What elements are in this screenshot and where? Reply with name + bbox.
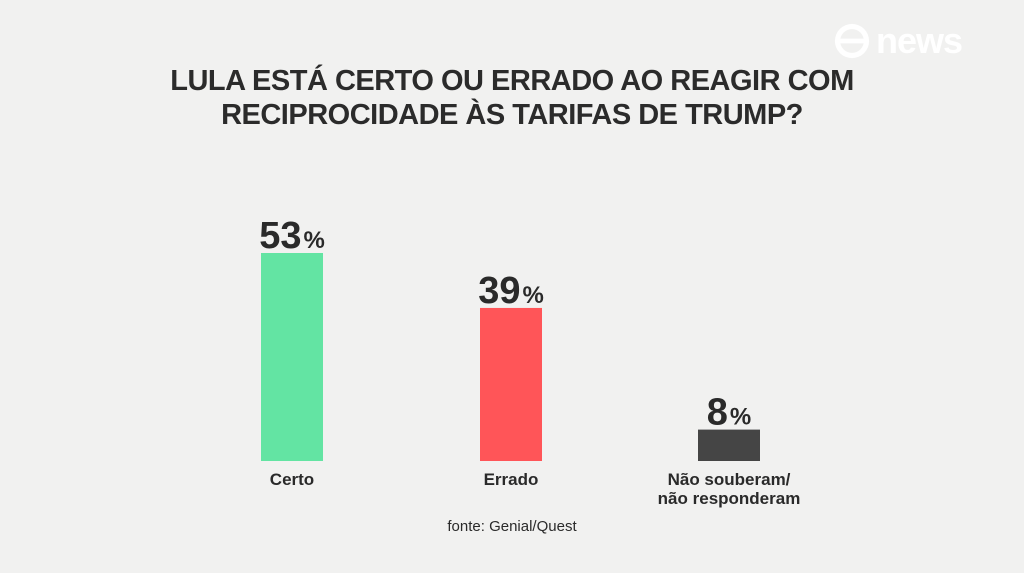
chart-title: LULA ESTÁ CERTO OU ERRADO AO REAGIR COM … — [0, 64, 1024, 132]
source-note: fonte: Genial/Quest — [447, 518, 577, 535]
chart-title-line-1: LULA ESTÁ CERTO OU ERRADO AO REAGIR COM — [170, 65, 854, 97]
category-label-1: Errado — [484, 470, 539, 489]
category-label-0: Certo — [270, 470, 314, 489]
value-label-2: 8% — [707, 392, 751, 434]
gnews-logo: news — [833, 20, 963, 61]
category-label-2-line-1: não responderam — [658, 489, 801, 508]
logo-wordmark: news — [875, 20, 963, 61]
globo-icon — [834, 23, 870, 59]
category-label-2-line-0: Não souberam/ — [668, 470, 791, 489]
chart-title-line-2: RECIPROCIDADE ÀS TARIFAS DE TRUMP? — [221, 99, 803, 131]
value-label-0: 53% — [259, 215, 325, 257]
bar-1 — [480, 307, 542, 461]
value-label-1: 39% — [478, 270, 544, 312]
bar-0 — [261, 253, 323, 461]
bar-2 — [698, 429, 760, 461]
